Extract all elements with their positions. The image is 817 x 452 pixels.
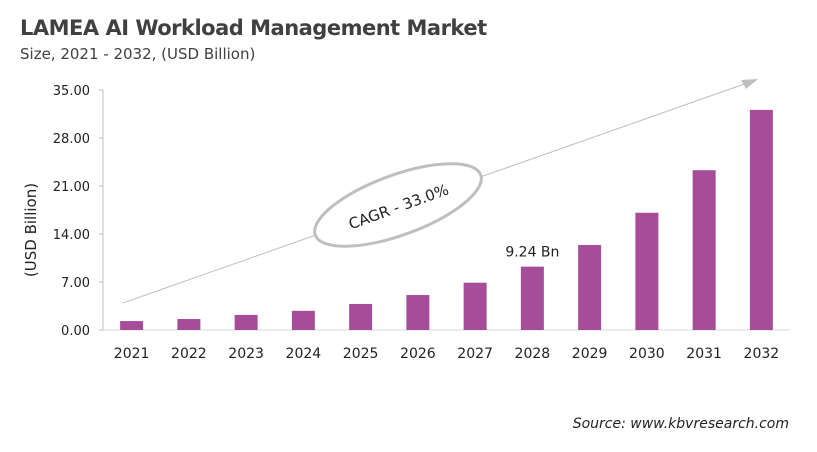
bar-2024: [291, 310, 315, 330]
cagr-ellipse: [313, 162, 483, 248]
y-tick-label: 28.00: [53, 132, 90, 147]
bar-2025: [349, 303, 373, 330]
x-tick-label: 2032: [744, 346, 780, 362]
bar-2028: [520, 266, 544, 330]
bar-2031: [692, 170, 716, 330]
x-tick-label: 2030: [629, 346, 665, 362]
x-tick-label: 2028: [515, 346, 551, 362]
x-tick-label: 2023: [228, 346, 264, 362]
x-tick-label: 2024: [286, 346, 322, 362]
bar-2032: [749, 109, 773, 330]
y-tick-label: 21.00: [53, 180, 90, 195]
y-tick-label: 35.00: [53, 84, 90, 99]
bar-2022: [177, 319, 201, 330]
chart-title: LAMEA AI Workload Management Market: [20, 16, 487, 40]
bar-2029: [578, 244, 602, 330]
bar-2021: [120, 321, 144, 330]
x-tick-label: 2025: [343, 346, 379, 362]
data-label-2028: 9.24 Bn: [505, 245, 559, 261]
x-tick-label: 2027: [457, 346, 493, 362]
bar-2027: [463, 282, 487, 330]
bar-2026: [406, 295, 430, 330]
y-axis-label: (USD Billion): [22, 183, 40, 277]
x-tick-label: 2026: [400, 346, 436, 362]
trend-arrow-head-icon: [741, 79, 758, 89]
bar-2030: [635, 212, 659, 330]
x-tick-label: 2021: [114, 346, 150, 362]
source-credit: Source: www.kbvresearch.com: [572, 416, 789, 432]
x-tick-label: 2031: [686, 346, 722, 362]
bar-2023: [234, 314, 258, 330]
y-tick-label: 0.00: [61, 324, 90, 339]
x-tick-label: 2029: [572, 346, 608, 362]
x-tick-label: 2022: [171, 346, 207, 362]
chart-subtitle: Size, 2021 - 2032, (USD Billion): [20, 45, 256, 63]
y-tick-label: 14.00: [53, 228, 90, 243]
y-tick-label: 7.00: [61, 276, 90, 291]
